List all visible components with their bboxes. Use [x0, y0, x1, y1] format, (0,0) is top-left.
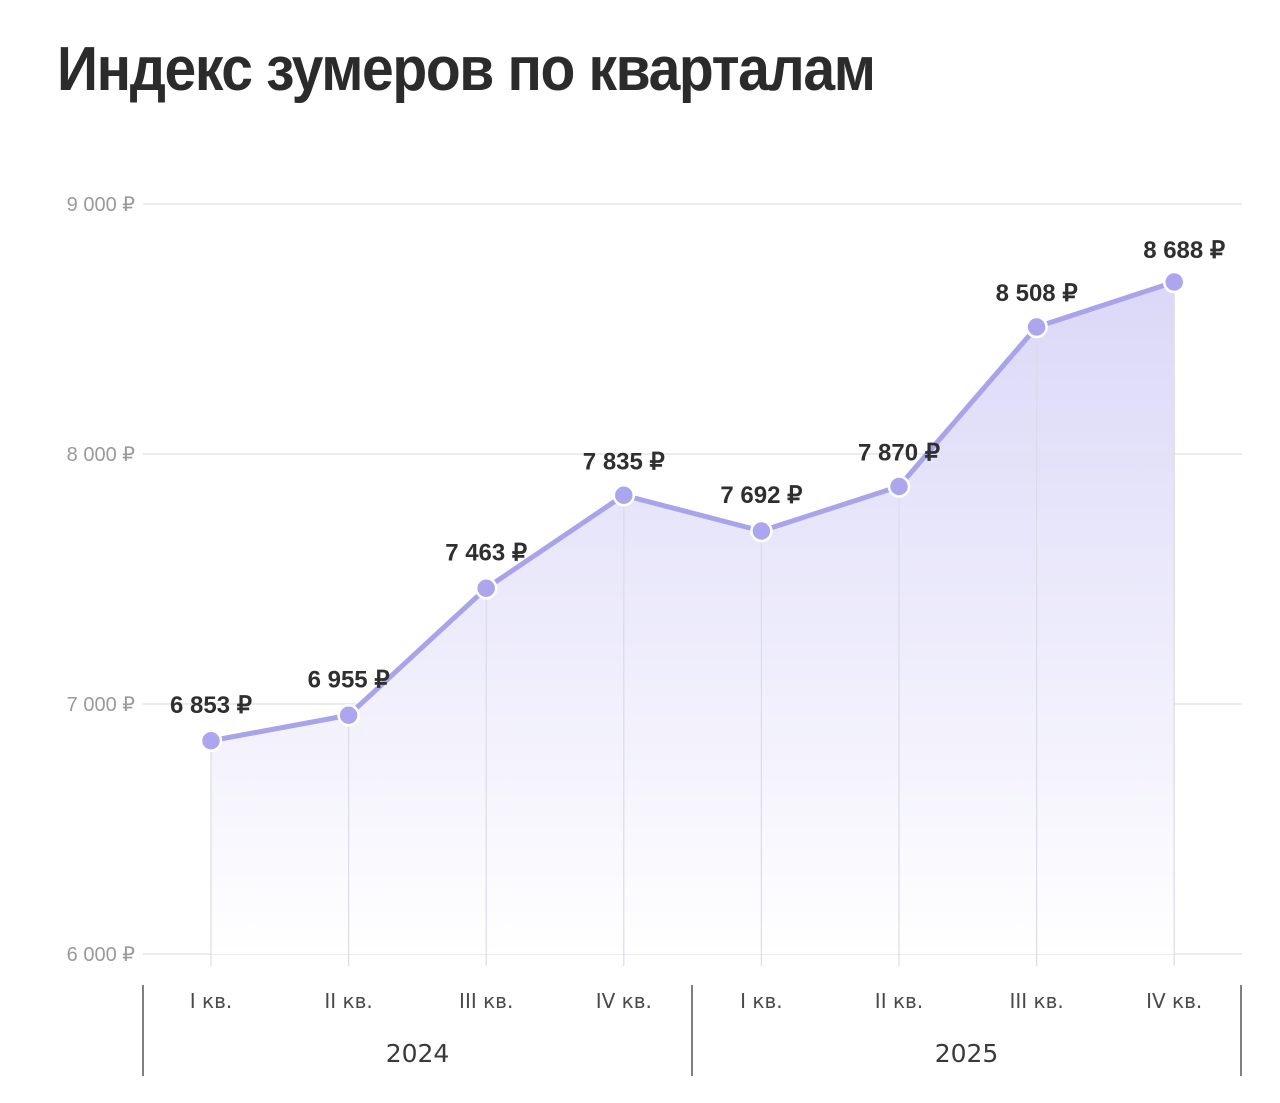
x-tick-label: III кв. — [1009, 989, 1063, 1013]
x-tick-label: II кв. — [875, 989, 923, 1013]
y-tick-label: 9 000 ₽ — [67, 194, 136, 216]
data-value-label: 8 508 ₽ — [996, 280, 1078, 307]
y-tick-label: 6 000 ₽ — [67, 944, 136, 966]
y-axis: 9 000 ₽ 8 000 ₽ 7 000 ₽ 6 000 ₽ — [67, 194, 136, 966]
vertical-guides — [210, 282, 1175, 966]
x-tick-label: IV кв. — [596, 989, 652, 1013]
x-tick-label: I кв. — [740, 989, 782, 1013]
data-point-marker[interactable] — [1162, 270, 1186, 294]
year-label: 2025 — [935, 1039, 999, 1068]
y-tick-label: 7 000 ₽ — [67, 694, 136, 716]
y-tick-label: 8 000 ₽ — [67, 444, 136, 466]
data-labels: 6 853 ₽ 6 955 ₽ 7 463 ₽ 7 835 ₽ 7 692 ₽ 7 870… — [170, 237, 1225, 719]
data-value-label: 7 835 ₽ — [583, 448, 665, 475]
series-line — [208, 279, 1177, 744]
x-tick-label: II кв. — [324, 989, 372, 1013]
year-label: 2024 — [386, 1039, 450, 1068]
series-polyline — [208, 279, 1177, 744]
data-value-label: 7 870 ₽ — [858, 440, 940, 467]
data-point-marker[interactable] — [474, 577, 498, 600]
data-point-marker[interactable] — [199, 729, 223, 752]
x-tick-label: IV кв. — [1146, 989, 1202, 1013]
data-point-marker[interactable] — [337, 704, 360, 727]
data-value-label: 6 955 ₽ — [308, 666, 390, 693]
area-path — [211, 282, 1175, 954]
area-fill — [211, 282, 1175, 954]
chart-title: Индекс зумеров по кварталам — [57, 35, 876, 104]
x-tick-label: I кв. — [190, 989, 232, 1013]
data-point-marker[interactable] — [887, 475, 911, 498]
data-point-marker[interactable] — [612, 484, 636, 507]
data-value-label: 7 463 ₽ — [445, 539, 527, 566]
data-point-marker[interactable] — [750, 519, 773, 543]
data-markers — [199, 270, 1186, 752]
x-tick-label: III кв. — [459, 989, 513, 1013]
data-value-label: 7 692 ₽ — [720, 482, 802, 509]
data-point-marker[interactable] — [1025, 315, 1048, 339]
data-value-label: 8 688 ₽ — [1143, 237, 1225, 264]
x-axis: I кв. II кв. III кв. IV кв. I кв. II кв. III к… — [142, 985, 1242, 1076]
data-value-label: 6 853 ₽ — [170, 692, 252, 719]
